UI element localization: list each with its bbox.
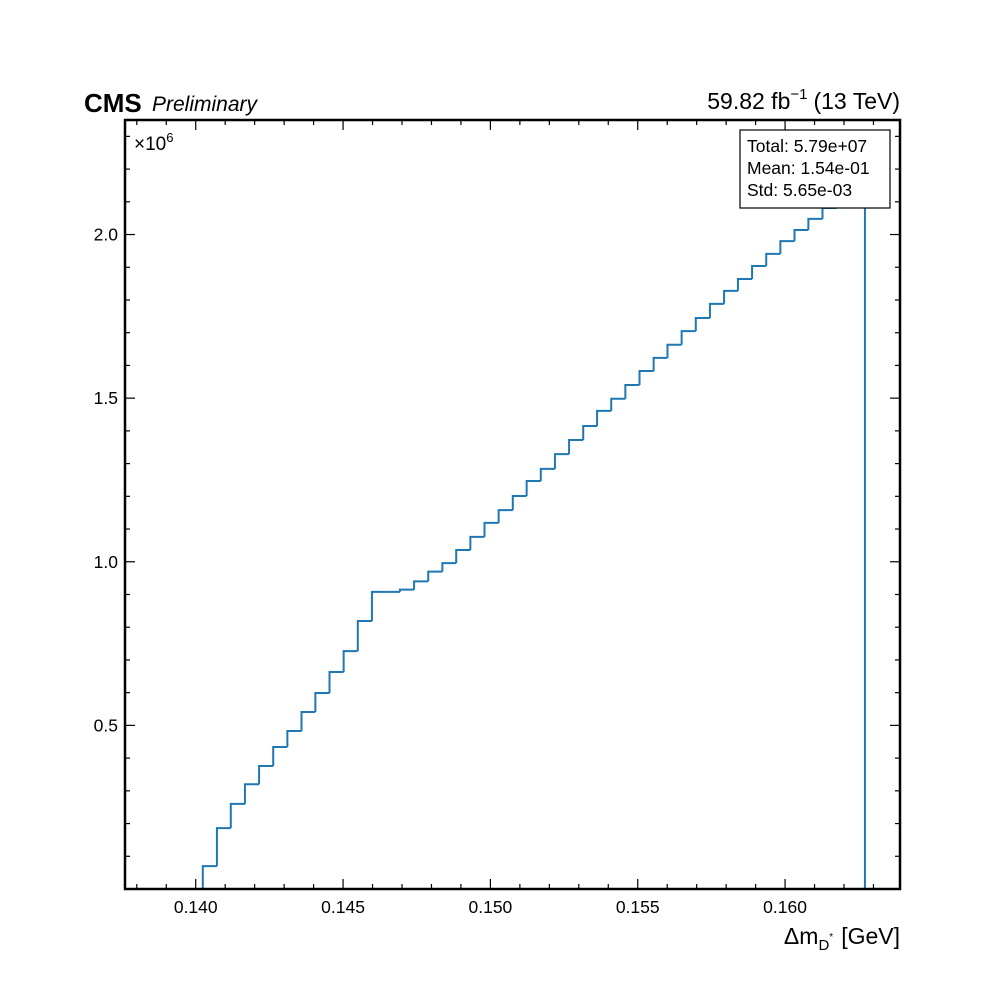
histogram-bin [314,691,330,712]
histogram-bin [624,384,640,399]
x-label-subsup: * [829,932,833,943]
histogram-bin [342,650,358,673]
histogram-bin [272,745,288,766]
histogram-bin [751,264,767,280]
histogram-bin [370,590,386,621]
status-label: Preliminary [152,93,259,116]
x-tick-label: 0.145 [321,897,365,917]
histogram-bin [201,865,217,889]
histogram-bin [694,316,710,332]
histogram-bin [328,671,344,693]
y-offset-exponent: 6 [166,130,173,145]
histogram-bin [413,580,429,590]
histogram-bin [356,619,372,652]
x-label-unit: [GeV] [841,923,900,949]
experiment-label: CMS [84,88,142,118]
histogram-bin [215,827,231,867]
histogram-bin [807,217,823,230]
histogram-bin [229,802,245,829]
histogram-bin [483,521,499,537]
lumi-suffix: (13 TeV) [813,88,900,114]
x-tick-label: 0.140 [174,897,218,917]
y-tick-label: 1.0 [94,552,119,572]
x-label-main: Δm [784,923,819,949]
histogram-bin [610,397,626,411]
x-tick-label: 0.155 [616,897,660,917]
lumi-sup: −1 [790,86,807,103]
histogram-bin [652,356,668,371]
histogram-bin [553,453,570,469]
histogram-bin [455,548,471,564]
histogram-bin [680,330,696,345]
plot-frame [123,118,902,891]
stats-line: Mean: 1.54e-01 [747,158,870,178]
histogram-bin [525,479,541,496]
histogram-bin [723,289,738,304]
stats-line: Total: 5.79e+07 [747,136,867,156]
x-label-sub: D [818,937,829,954]
x-axis-label: ΔmD* [GeV] [784,923,900,954]
stats-line: Std: 5.65e-03 [747,180,852,200]
histogram-bin [736,278,753,291]
histogram-bin [793,228,809,242]
histogram-bin [258,764,274,785]
x-tick-label: 0.150 [469,897,513,917]
lumi-label: 59.82 fb−1 (13 TeV) [707,86,900,114]
histogram-bin [441,562,457,572]
histogram-bin [708,302,725,318]
stats-box [739,129,891,209]
histogram-bin [427,570,443,582]
histogram-bin [300,710,316,731]
y-offset-label: ×106 [134,130,173,155]
y-tick-label: 1.5 [94,388,118,408]
histogram-bin [539,467,555,481]
histogram-bin [497,509,513,523]
y-offset-base: ×10 [134,134,166,155]
histogram-bin [286,729,302,747]
histogram-bin [596,409,612,426]
histogram-bin [765,252,781,266]
histogram-bin [511,494,527,511]
histogram-bin [638,369,654,386]
histogram-bin [666,343,682,358]
histogram-bin [779,240,795,254]
y-tick-label: 0.5 [94,715,118,735]
histogram-bin [243,783,260,804]
histogram-bin [398,588,415,592]
lumi-text: 59.82 fb [707,88,790,114]
histogram-bin [568,439,584,455]
histogram-bin [469,535,485,550]
histogram-bin [582,424,598,441]
x-tick-label: 0.160 [763,897,807,917]
y-tick-label: 2.0 [94,225,119,245]
